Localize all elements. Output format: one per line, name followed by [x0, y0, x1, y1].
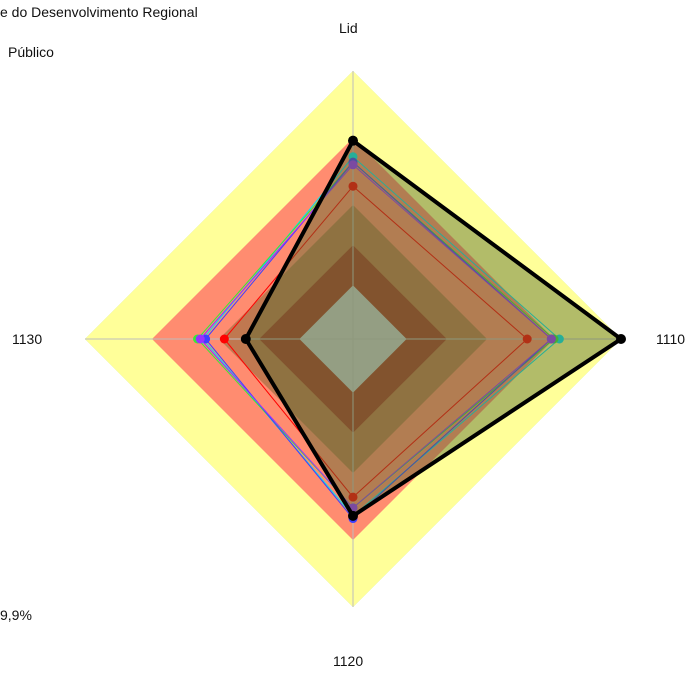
series-4-point-0	[348, 160, 358, 170]
axis-label-1110: 1110	[656, 331, 686, 347]
series-0-point-0	[348, 181, 358, 191]
series-5-point-2	[348, 510, 358, 521]
series-5-point-3	[240, 334, 251, 344]
series-0-point-1	[522, 334, 532, 344]
series-5-point-1	[616, 334, 626, 344]
series-5-point-0	[348, 135, 358, 146]
footer-left-value: 9,9%	[0, 607, 32, 623]
axis-label-1120: 1120	[333, 653, 364, 669]
axis-label-1130: 1130	[12, 331, 43, 347]
series-4-point-1	[546, 334, 556, 344]
series-0-point-2	[348, 492, 358, 502]
series-5-fill	[245, 140, 622, 516]
series-0-point-3	[219, 334, 229, 344]
radar-series	[193, 135, 626, 524]
chart-header-line2: Público	[8, 44, 54, 60]
axis-label-lid: Lid	[339, 20, 358, 36]
series-4-point-3	[195, 334, 205, 344]
radar-grid	[85, 71, 621, 607]
chart-header-line1: e do Desenvolvimento Regional	[0, 4, 198, 20]
